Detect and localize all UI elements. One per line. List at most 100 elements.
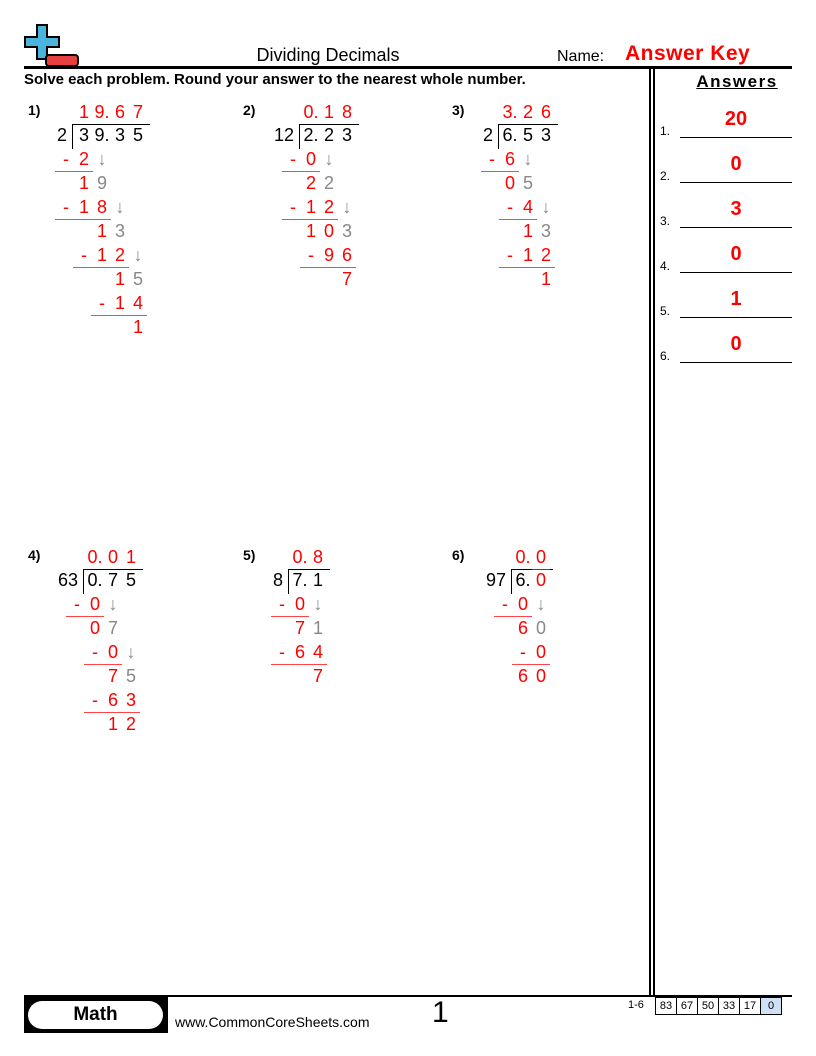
worksheet-title: Dividing Decimals (256, 45, 400, 65)
quotient-digit: 9. (94, 102, 110, 122)
answer-number: 5. (660, 304, 671, 318)
work-digit: 1 (114, 293, 125, 313)
instructions: Solve each problem. Round your answer to… (24, 71, 526, 88)
divisor: 2 (56, 125, 67, 145)
work-digit: 1 (96, 245, 107, 265)
work-digit: 1 (522, 245, 533, 265)
subtraction-rule (481, 171, 519, 172)
answer-line (680, 362, 792, 363)
header-divider (24, 66, 792, 69)
work-digit: 1 (305, 197, 316, 217)
subtraction-rule (55, 219, 111, 220)
bring-down-arrow-icon: ↓ (108, 594, 118, 614)
work-digit: 3 (341, 221, 352, 241)
problem-number: 3) (452, 102, 465, 118)
answer-line (680, 137, 792, 138)
subtraction-rule (91, 315, 147, 316)
work-digit: 1 (78, 173, 89, 193)
answer-row: 6. 0 (660, 333, 792, 363)
work-digit: - (279, 642, 285, 662)
work-digit: 2 (323, 197, 334, 217)
quotient-digit: 8 (341, 102, 352, 122)
answer-line (680, 317, 792, 318)
quotient-digit: 7 (132, 102, 143, 122)
subtraction-rule (512, 664, 550, 665)
work-digit: - (290, 149, 296, 169)
quotient-digit: 8 (312, 547, 323, 567)
work-digit: 0 (535, 618, 546, 638)
dividend-digit: 7. (292, 570, 308, 590)
quotient-digit: 6 (540, 102, 551, 122)
problem-number: 5) (243, 547, 256, 563)
score-table: 83 67 50 33 17 0 (655, 997, 782, 1015)
work-digit: - (489, 149, 495, 169)
dividend-digit: 3 (540, 125, 551, 145)
work-digit: 3 (540, 221, 551, 241)
quotient-digit: 1 (323, 102, 334, 122)
work-digit: - (279, 594, 285, 614)
work-digit: 0 (294, 594, 305, 614)
quotient-digit: 0. (292, 547, 308, 567)
quotient-digit: 0 (107, 547, 118, 567)
work-digit: 6 (504, 149, 515, 169)
answer-line (680, 182, 792, 183)
work-digit: 7 (294, 618, 305, 638)
work-digit: - (81, 245, 87, 265)
subtraction-rule (300, 267, 356, 268)
vinculum-extension (532, 569, 550, 570)
quotient-digit: 2 (522, 102, 533, 122)
answer-value: 0 (730, 243, 742, 265)
work-digit: 4 (312, 642, 323, 662)
dividend-digit: 2 (323, 125, 334, 145)
dividend-digit: 5 (522, 125, 533, 145)
work-digit: 1 (540, 269, 551, 289)
work-digit: 0 (107, 642, 118, 662)
division-bracket (288, 569, 330, 594)
dividend-digit: 9. (94, 125, 110, 145)
work-digit: 6 (517, 618, 528, 638)
division-bracket (83, 569, 143, 594)
answer-number: 6. (660, 349, 671, 363)
subtraction-rule (271, 664, 327, 665)
subtraction-rule (55, 171, 93, 172)
name-label: Name: (557, 48, 605, 65)
work-digit: 6 (107, 690, 118, 710)
work-digit: 6 (341, 245, 352, 265)
answer-row: 3. 3 (660, 198, 792, 228)
division-bracket (498, 124, 558, 149)
score-cell: 17 (740, 998, 761, 1014)
dividend-digit: 1 (312, 570, 323, 590)
quotient-digit: 0. (87, 547, 103, 567)
work-digit: 0 (504, 173, 515, 193)
work-digit: - (502, 594, 508, 614)
score-cell: 0 (761, 998, 781, 1014)
score-cell: 33 (719, 998, 740, 1014)
dividend-digit: 0 (535, 570, 546, 590)
work-digit: 2 (305, 173, 316, 193)
work-digit: 7 (107, 666, 118, 686)
page-number: 1 (432, 996, 449, 1029)
bring-down-arrow-icon: ↓ (523, 149, 533, 169)
divisor: 12 (273, 125, 294, 145)
work-digit: 7 (341, 269, 352, 289)
subtraction-rule (282, 219, 338, 220)
dividend-digit: 7 (107, 570, 118, 590)
answer-number: 2. (660, 169, 671, 183)
divisor: 2 (482, 125, 493, 145)
score-range-label: 1-6 (628, 999, 644, 1011)
score-cell: 50 (698, 998, 719, 1014)
work-digit: - (520, 642, 526, 662)
subtraction-rule (499, 219, 537, 220)
work-digit: 0 (89, 618, 100, 638)
work-digit: 2 (78, 149, 89, 169)
work-digit: 0 (305, 149, 316, 169)
work-digit: 1 (522, 221, 533, 241)
answer-row: 5. 1 (660, 288, 792, 318)
score-cell: 67 (677, 998, 698, 1014)
subtraction-rule (282, 171, 320, 172)
quotient-digit: 0 (535, 547, 546, 567)
work-digit: 5 (132, 269, 143, 289)
answer-line (680, 227, 792, 228)
bring-down-arrow-icon: ↓ (342, 197, 352, 217)
problem-number: 2) (243, 102, 256, 118)
